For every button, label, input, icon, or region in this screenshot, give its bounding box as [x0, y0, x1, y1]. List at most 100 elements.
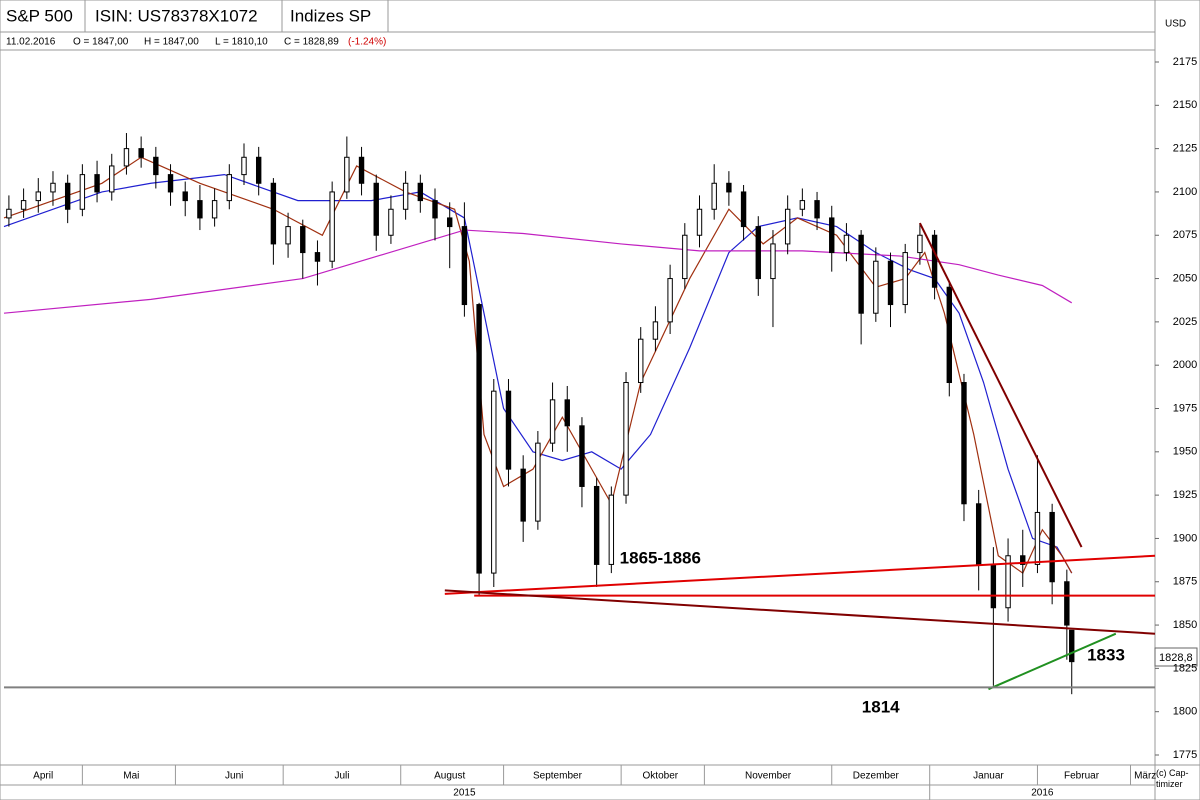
candle-body	[696, 208, 703, 236]
candle-body	[329, 191, 335, 262]
candle-body	[1064, 581, 1070, 626]
annotation: 1865-1886	[620, 549, 701, 568]
candle-body	[35, 191, 41, 202]
candle-body	[931, 234, 938, 288]
change: (-1.24%)	[348, 37, 386, 48]
y-tick-label: 1800	[1173, 706, 1197, 718]
x-tick-label: Mai	[123, 771, 139, 782]
candle-body	[1034, 511, 1041, 565]
candle-body	[461, 226, 468, 306]
y-tick-label: 1825	[1173, 662, 1197, 674]
candle-body	[388, 208, 394, 236]
candle-body	[814, 200, 820, 219]
candle-body	[241, 156, 247, 176]
x-tick-label: Juli	[334, 771, 349, 782]
candle-body	[858, 234, 864, 314]
y-tick-label: 1925	[1173, 489, 1197, 501]
x-tick-label: April	[33, 771, 53, 782]
copyright-box: (c) Cap-timizer	[1156, 768, 1189, 789]
y-tick-label: 1975	[1173, 402, 1197, 414]
candle-body	[638, 338, 644, 384]
candle-body	[491, 390, 497, 574]
candle-body	[682, 234, 688, 280]
candle-body	[917, 234, 923, 254]
y-tick-label: 2125	[1173, 143, 1197, 155]
low: L = 1810,10	[215, 37, 268, 48]
candle-body	[549, 399, 556, 444]
x-tick-label: November	[745, 771, 792, 782]
trend-line	[988, 632, 1117, 691]
x-tick-label: August	[434, 771, 465, 782]
candle-body	[314, 252, 321, 262]
candle-body	[667, 278, 673, 323]
candle-body	[358, 156, 365, 184]
candle-body	[1020, 555, 1026, 565]
candle-body	[167, 174, 174, 193]
annotation: 1814	[862, 698, 900, 717]
candle-body	[226, 174, 233, 202]
candle-body	[873, 260, 879, 314]
candle-body	[447, 217, 453, 228]
indicator-line	[3, 229, 1073, 314]
candle-body	[373, 182, 379, 236]
candle-body	[784, 208, 791, 245]
candle-body	[946, 286, 952, 384]
y-tick-label: 2075	[1173, 229, 1197, 241]
price-box	[1154, 647, 1198, 667]
candle-body	[770, 243, 776, 280]
candle-body	[726, 182, 732, 193]
y-tick-label: 2000	[1173, 359, 1197, 371]
y-tick-label: 1775	[1173, 749, 1197, 761]
x-tick-label: Februar	[1064, 771, 1100, 782]
copyright: (c) Cap-timizer	[1156, 768, 1189, 789]
candle-body	[755, 226, 761, 280]
x-tick-label: September	[533, 771, 583, 782]
candle-body	[1005, 555, 1011, 609]
symbol: S&P 500	[6, 6, 73, 25]
candle-body	[432, 200, 438, 219]
candle-body	[1049, 511, 1055, 583]
x-tick-label: März	[1134, 771, 1156, 782]
candle-body	[1069, 629, 1075, 663]
indicator-line	[3, 174, 1073, 574]
candle-body	[300, 226, 306, 254]
candle-body	[6, 208, 12, 219]
open: O = 1847,00	[73, 37, 129, 48]
y-tick-label: 2025	[1173, 316, 1197, 328]
candle-body	[476, 304, 482, 574]
year-label: 2016	[1031, 788, 1054, 799]
candle-body	[535, 442, 541, 522]
x-tick-label: Juni	[225, 771, 243, 782]
candle-body	[505, 390, 512, 470]
candle-body	[799, 200, 806, 210]
candle-body	[975, 503, 982, 565]
candle-body	[829, 217, 835, 254]
close: C = 1828,89	[284, 37, 339, 48]
x-tick-label: Oktober	[643, 771, 679, 782]
isin: ISIN: US78378X1072	[95, 6, 258, 25]
high: H = 1847,00	[144, 37, 199, 48]
group: Indizes SP	[290, 6, 371, 25]
candle-body	[608, 494, 615, 565]
candle-body	[711, 182, 717, 210]
trend-line	[444, 589, 1156, 635]
candle-body	[740, 191, 747, 228]
y-tick-label: 2100	[1173, 186, 1197, 198]
y-tick-label: 1850	[1173, 619, 1197, 631]
candle-body	[990, 563, 997, 609]
candle-body	[270, 182, 277, 245]
trend-line	[919, 222, 1083, 548]
currency: USD	[1165, 19, 1186, 30]
candle-body	[417, 182, 424, 202]
y-tick-label: 2050	[1173, 272, 1197, 284]
candle-body	[94, 174, 100, 193]
candle-body	[623, 382, 629, 496]
candle-body	[197, 200, 203, 219]
y-tick-label: 2175	[1173, 56, 1197, 68]
candle-body	[153, 156, 159, 176]
candle-body	[843, 234, 850, 254]
candle-body	[402, 182, 409, 210]
candle-body	[520, 468, 526, 522]
